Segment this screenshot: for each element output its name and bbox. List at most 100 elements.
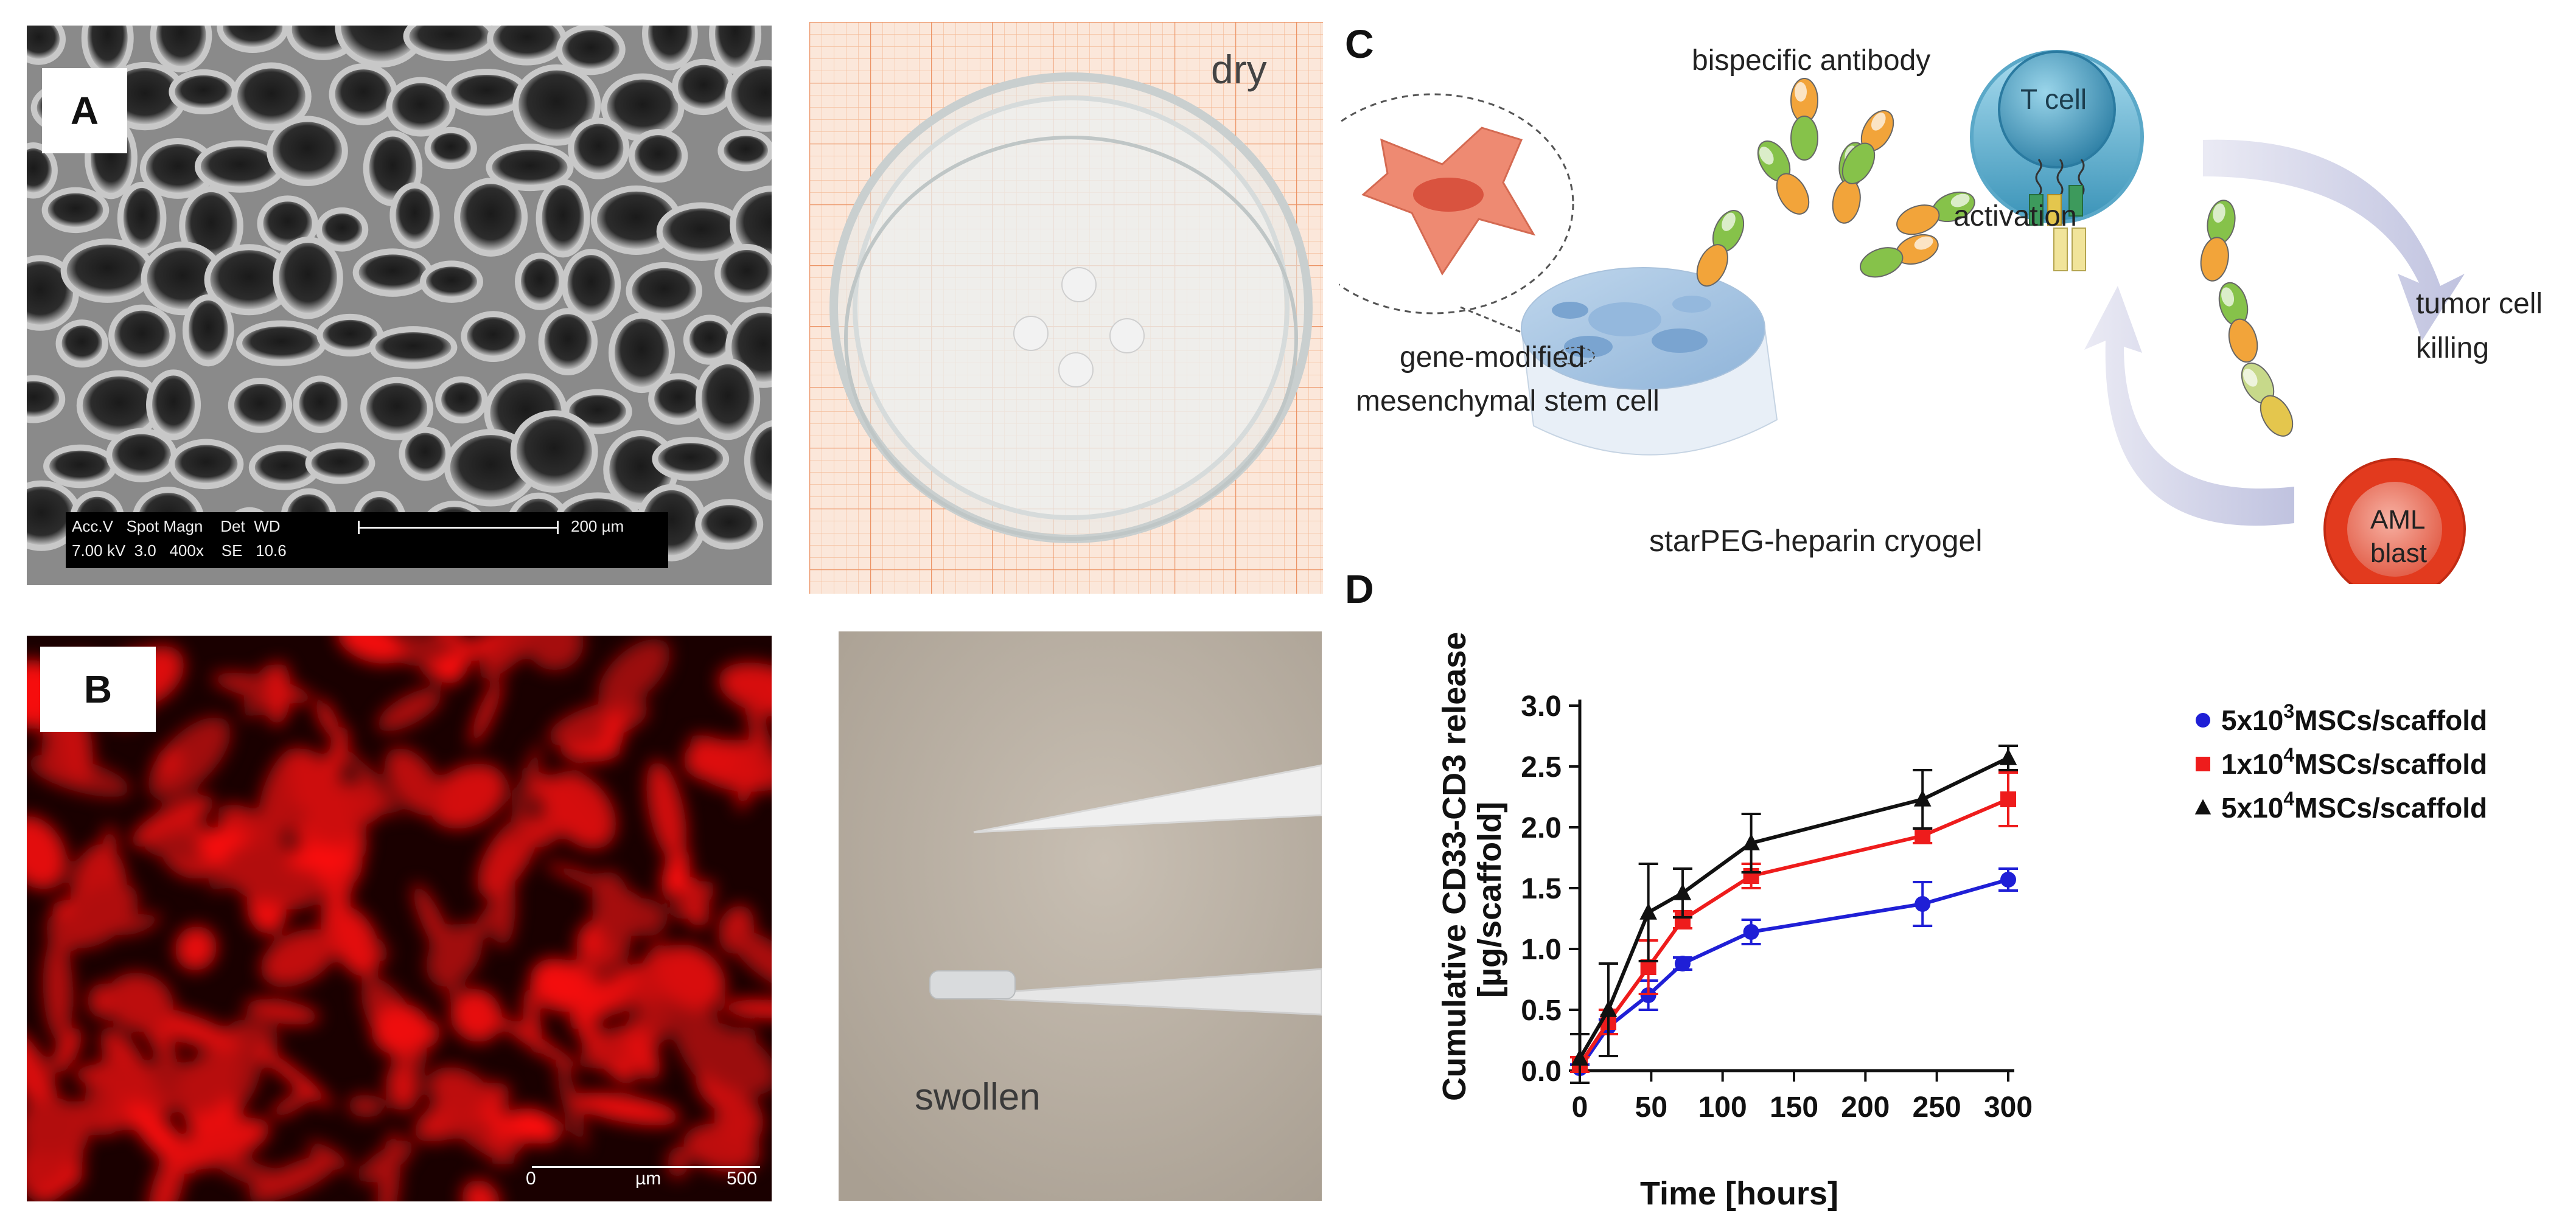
sem-pore bbox=[426, 266, 477, 297]
fluor-fiber bbox=[509, 742, 542, 844]
sem-pore bbox=[467, 317, 520, 356]
fluor-fiber bbox=[244, 999, 320, 1025]
sem-pore bbox=[430, 133, 471, 164]
sem-pore bbox=[147, 248, 218, 310]
fluor-fiber bbox=[321, 829, 363, 933]
fluor-fiber bbox=[229, 1019, 279, 1050]
y-tick-label: 3.0 bbox=[1521, 690, 1562, 723]
dry-label: dry bbox=[1211, 47, 1267, 92]
sem-pore bbox=[27, 261, 73, 325]
sem-pore bbox=[273, 122, 342, 180]
legend-entry: 5x103MSCs/scaffold bbox=[2221, 700, 2487, 736]
sem-pore bbox=[492, 150, 568, 186]
sem-pore bbox=[242, 326, 321, 360]
aml-blast-icon bbox=[2323, 458, 2466, 584]
data-point bbox=[1639, 903, 1657, 920]
data-point bbox=[1915, 896, 1931, 912]
fluor-fiber bbox=[529, 958, 589, 1012]
sem-accv: Acc.V bbox=[72, 517, 113, 535]
sem-pore bbox=[263, 201, 312, 246]
sem-scale-label: 200 µm bbox=[571, 517, 624, 535]
msc-label-line2: mesenchymal stem cell bbox=[1356, 385, 1660, 417]
data-point bbox=[2000, 791, 2016, 807]
fluor-fiber bbox=[714, 1095, 764, 1147]
tumor-cell-label-line2: killing bbox=[2416, 332, 2490, 364]
y-tick-label: 2.0 bbox=[1521, 812, 1562, 844]
tumor-cell-label-line1: tumor cell bbox=[2416, 288, 2543, 320]
fluor-fiber bbox=[337, 636, 405, 664]
sem-pore bbox=[321, 213, 363, 246]
antibody-icon bbox=[2241, 362, 2294, 437]
x-tick-label: 150 bbox=[1770, 1091, 1818, 1124]
antibody-molecules bbox=[1696, 78, 2294, 437]
fluor-fiber bbox=[371, 1004, 430, 1055]
sem-pore bbox=[451, 74, 522, 109]
msc-nucleus-icon bbox=[1413, 178, 1484, 212]
fluor-fiber bbox=[462, 1180, 500, 1201]
data-point bbox=[1599, 1000, 1618, 1017]
sem-wd-val: 10.6 bbox=[256, 541, 287, 560]
fluor-fiber bbox=[573, 1093, 681, 1125]
data-point bbox=[1571, 1049, 1589, 1066]
sem-pore bbox=[662, 208, 741, 255]
y-tick-label: 0.0 bbox=[1521, 1055, 1562, 1088]
sem-pore bbox=[654, 379, 702, 419]
cryogel-disc bbox=[1058, 352, 1094, 387]
sem-pore bbox=[237, 68, 305, 125]
fluor-fiber bbox=[548, 700, 649, 747]
data-point bbox=[2000, 872, 2016, 888]
aml-label-line2: blast bbox=[2370, 538, 2427, 568]
legend-marker bbox=[2194, 799, 2211, 815]
sem-pore bbox=[223, 26, 283, 47]
sem-scale-bar bbox=[358, 527, 559, 529]
y-tick-label: 2.5 bbox=[1521, 751, 1562, 784]
cryogel-disc bbox=[1013, 316, 1049, 351]
sem-pore bbox=[750, 426, 772, 495]
sem-pore bbox=[145, 144, 210, 193]
fluor-fiber bbox=[744, 695, 772, 794]
forceps-upper bbox=[973, 764, 1322, 833]
swollen-forceps-photo: swollen bbox=[839, 631, 1322, 1201]
sem-pore bbox=[123, 187, 161, 249]
sem-pore bbox=[648, 26, 692, 64]
sem-pore bbox=[175, 445, 238, 484]
fluor-scale: 0 µm 500 bbox=[526, 1166, 769, 1190]
sem-pore bbox=[632, 268, 696, 314]
x-tick-label: 200 bbox=[1841, 1091, 1890, 1124]
antibody-icon bbox=[1757, 140, 1810, 215]
fluor-fiber bbox=[683, 738, 737, 781]
fluor-fiber bbox=[27, 1029, 58, 1117]
sem-pore bbox=[736, 192, 772, 259]
sem-pore bbox=[279, 243, 337, 313]
dry-petri-dish-photo: dry bbox=[809, 22, 1323, 594]
sem-pore bbox=[677, 64, 730, 109]
sem-mag-val: 400x bbox=[169, 541, 204, 560]
y-axis-label-line2: [µg/scaffold] bbox=[1471, 802, 1508, 998]
fluor-fiber bbox=[682, 1022, 772, 1096]
fluor-scale-unit: µm bbox=[635, 1169, 661, 1189]
fluor-fiber bbox=[100, 824, 117, 886]
sem-pore bbox=[200, 146, 279, 187]
y-axis-label-line1: Cumulative CD33-CD3 release bbox=[1436, 632, 1473, 1101]
sem-pore bbox=[369, 136, 417, 201]
fluor-fiber bbox=[175, 926, 217, 971]
fluor-fiber bbox=[269, 1088, 316, 1118]
t-cell-label: T cell bbox=[2020, 83, 2087, 115]
series-line bbox=[1578, 756, 2009, 1060]
legend-marker bbox=[2196, 713, 2210, 728]
fluor-fiber bbox=[450, 988, 503, 1043]
fluor-fiber bbox=[556, 1057, 587, 1148]
sem-pore bbox=[721, 249, 772, 297]
legend-entry: 5x104MSCs/scaffold bbox=[2221, 788, 2487, 824]
aml-label-line1: AML bbox=[2370, 505, 2426, 535]
forceps-lower bbox=[941, 968, 1322, 1016]
sem-pore bbox=[658, 443, 724, 475]
cryogel-cylinder-icon bbox=[1520, 267, 1778, 456]
fluor-fiber bbox=[618, 936, 665, 1018]
sem-pore bbox=[375, 332, 452, 363]
antibody-icon bbox=[1860, 234, 1939, 278]
data-point bbox=[1915, 828, 1931, 844]
antibody-icon bbox=[1896, 191, 1975, 235]
sem-pore bbox=[66, 245, 148, 297]
sem-spot: Spot bbox=[126, 517, 159, 535]
